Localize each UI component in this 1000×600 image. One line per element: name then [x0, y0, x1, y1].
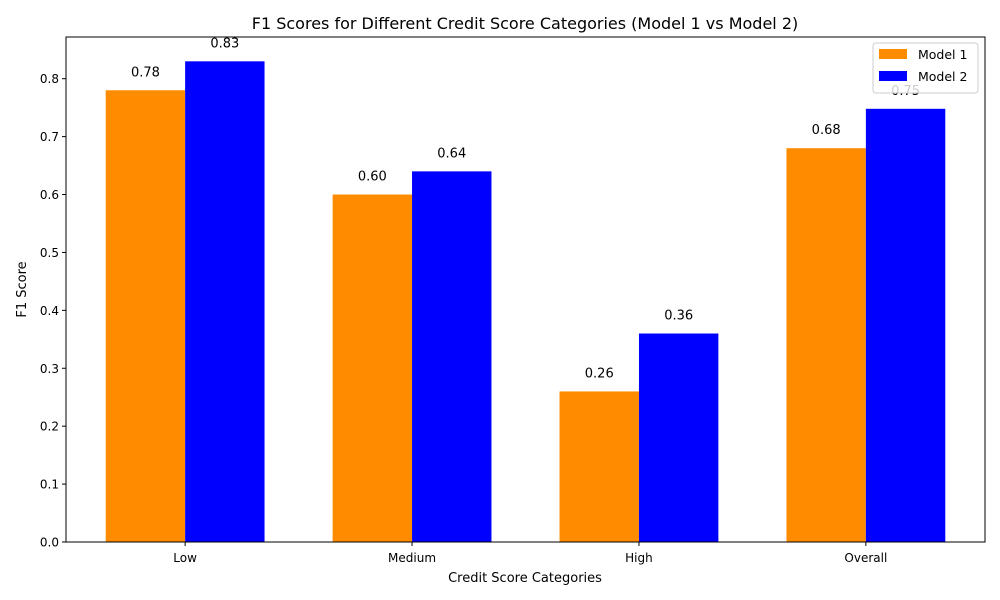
- bar-model-2-overall: [865, 108, 946, 543]
- legend-swatch: [879, 49, 907, 59]
- y-tick-label: 0.5: [40, 246, 59, 260]
- data-label: 0.68: [812, 123, 841, 138]
- y-axis-label: F1 Score: [15, 261, 30, 317]
- bar-model-1-medium: [332, 194, 413, 542]
- bar-model-1-overall: [786, 148, 866, 542]
- y-tick-label: 0.2: [40, 420, 59, 434]
- bar-model-2-medium: [412, 171, 492, 543]
- y-tick-label: 0.8: [40, 72, 59, 86]
- plot-frame: [65, 36, 986, 543]
- y-tick-label: 0.0: [40, 536, 59, 550]
- x-tick-label: Medium: [388, 551, 436, 565]
- bar-model-1-low: [105, 90, 186, 542]
- data-label: 0.36: [664, 309, 693, 324]
- y-axis: 0.0 0.1 0.2 0.3 0.4 0.5 0.6 0.7 0.8: [40, 72, 66, 550]
- legend-label: Model 1: [918, 47, 967, 62]
- y-tick-label: 0.6: [40, 188, 59, 202]
- legend-swatch: [879, 71, 907, 81]
- x-tick-label: High: [625, 551, 653, 565]
- bar-model-2-low: [185, 61, 265, 542]
- y-tick-label: 0.3: [40, 362, 59, 376]
- bars-layer: [105, 61, 946, 543]
- data-label: 0.60: [358, 170, 387, 185]
- y-tick-label: 0.4: [40, 304, 59, 318]
- x-tick-label: Low: [173, 551, 197, 565]
- x-tick-label: Overall: [844, 551, 887, 565]
- data-label: 0.83: [210, 36, 239, 51]
- data-label: 0.64: [437, 146, 466, 161]
- data-label: 0.78: [131, 65, 160, 80]
- x-axis: Low Medium High Overall: [173, 542, 887, 565]
- bar-model-2-high: [638, 333, 719, 542]
- x-axis-label: Credit Score Categories: [448, 571, 602, 586]
- bar-model-1-high: [559, 391, 639, 542]
- data-label: 0.26: [585, 366, 614, 381]
- y-tick-label: 0.7: [40, 130, 59, 144]
- legend-label: Model 2: [918, 69, 967, 84]
- chart-title: F1 Scores for Different Credit Score Cat…: [252, 14, 799, 33]
- legend: Model 1 Model 2: [872, 42, 979, 94]
- y-tick-label: 0.1: [40, 478, 59, 492]
